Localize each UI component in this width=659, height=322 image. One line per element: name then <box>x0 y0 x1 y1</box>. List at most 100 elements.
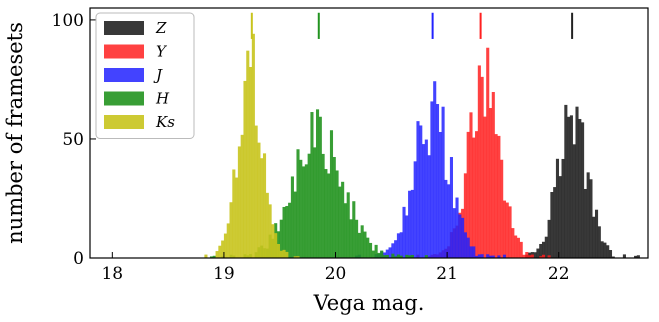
bar-h <box>394 256 398 258</box>
series-h <box>209 109 428 259</box>
bar-z <box>561 158 565 258</box>
legend-label-h: H <box>155 90 170 108</box>
bar-y <box>494 134 498 258</box>
bar-ks <box>282 249 286 258</box>
y-tick-label: 100 <box>52 11 84 31</box>
bar-y <box>488 108 493 258</box>
bar-h <box>382 255 387 258</box>
bar-h <box>399 255 403 258</box>
bar-z <box>581 122 585 258</box>
bar-h <box>346 192 350 258</box>
bar-ks <box>204 254 208 258</box>
bar-ks <box>223 233 228 258</box>
bar-ks <box>237 146 241 258</box>
bar-ks <box>254 125 258 258</box>
bar-z <box>600 241 604 258</box>
bar-h <box>296 149 300 258</box>
x-tick-label: 19 <box>213 264 235 284</box>
bar-y <box>530 254 534 258</box>
bar-j <box>491 255 495 258</box>
bar-y <box>514 235 518 258</box>
bar-ks <box>268 204 272 258</box>
bar-h <box>293 191 297 258</box>
bar-y <box>497 135 501 258</box>
bar-j <box>455 197 459 258</box>
bar-j <box>424 139 428 258</box>
bar-ks <box>276 243 281 258</box>
x-axis-ticks: 18 19 20 21 22 <box>101 252 570 284</box>
bar-h <box>327 173 331 258</box>
legend-swatch-h <box>104 91 144 106</box>
bar-y <box>475 131 479 258</box>
bar-h <box>363 231 367 258</box>
bar-z <box>558 176 562 258</box>
bar-ks <box>251 33 255 258</box>
bar-z <box>564 104 568 259</box>
bar-ks <box>235 177 239 258</box>
bar-h <box>279 219 283 258</box>
bar-z <box>544 236 548 258</box>
bar-j <box>488 255 493 258</box>
legend-label-z: Z <box>155 19 167 37</box>
bar-j <box>385 249 389 258</box>
bar-j <box>396 233 400 258</box>
bar-j <box>402 206 406 258</box>
bar-z <box>636 255 640 258</box>
bar-h <box>391 253 395 258</box>
bar-h <box>341 181 345 258</box>
bar-z <box>586 172 590 258</box>
bar-y <box>505 202 509 258</box>
bar-ks <box>265 192 269 258</box>
bar-z <box>533 252 537 258</box>
legend-swatch-z <box>104 21 144 35</box>
bar-z <box>594 209 599 258</box>
bar-j <box>502 254 507 258</box>
bar-j <box>463 232 467 258</box>
bar-j <box>486 254 490 258</box>
bar-ks <box>240 134 244 258</box>
bar-j <box>458 214 462 258</box>
x-tick-label: 22 <box>548 264 570 284</box>
bar-h <box>302 166 306 258</box>
bar-y <box>522 254 526 258</box>
bar-h <box>385 254 389 258</box>
bar-j <box>475 255 479 258</box>
bar-y <box>480 76 484 258</box>
legend-label-y: Y <box>156 43 168 61</box>
bar-z <box>572 144 576 258</box>
bar-y <box>508 206 512 258</box>
bar-h <box>290 176 294 258</box>
bar-h <box>357 232 361 258</box>
plot-frame <box>89 7 649 259</box>
bar-ks <box>243 80 247 259</box>
legend-label-ks: Ks <box>155 113 175 131</box>
bar-y <box>500 159 504 258</box>
bar-ks <box>274 233 278 258</box>
bar-j <box>410 189 414 258</box>
bar-h <box>315 109 320 258</box>
bar-ks <box>257 142 261 258</box>
bar-z <box>634 255 638 258</box>
bar-h <box>360 225 364 258</box>
bar-h <box>405 254 409 258</box>
bar-y <box>491 92 495 258</box>
bar-ks <box>246 50 250 258</box>
bar-ks <box>221 240 225 258</box>
bar-j <box>405 215 409 258</box>
bar-z <box>589 179 593 258</box>
bar-h <box>332 157 336 258</box>
bar-h <box>338 186 342 258</box>
bar-h <box>324 169 328 258</box>
bar-y <box>539 256 543 258</box>
bar-z <box>553 187 557 258</box>
x-tick-label: 21 <box>436 264 458 284</box>
bar-h <box>329 130 334 258</box>
bar-y <box>511 228 515 258</box>
bar-j <box>391 243 395 258</box>
bar-z <box>578 118 582 259</box>
bar-ks <box>279 250 283 258</box>
bar-ks <box>285 251 289 258</box>
bar-y <box>469 112 473 258</box>
bar-z <box>539 243 543 258</box>
